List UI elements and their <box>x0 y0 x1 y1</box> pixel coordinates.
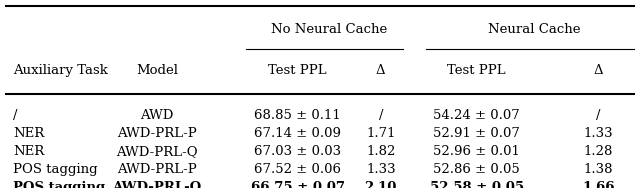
Text: 1.33: 1.33 <box>584 127 613 140</box>
Text: No Neural Cache: No Neural Cache <box>271 23 388 36</box>
Text: 1.66: 1.66 <box>582 180 614 188</box>
Text: POS tagging: POS tagging <box>13 180 105 188</box>
Text: 52.86 ± 0.05: 52.86 ± 0.05 <box>433 163 520 176</box>
Text: Test PPL: Test PPL <box>447 64 506 77</box>
Text: /: / <box>378 109 383 122</box>
Text: Auxiliary Task: Auxiliary Task <box>13 64 108 77</box>
Text: Δ: Δ <box>376 64 386 77</box>
Text: 52.91 ± 0.07: 52.91 ± 0.07 <box>433 127 520 140</box>
Text: 67.52 ± 0.06: 67.52 ± 0.06 <box>254 163 341 176</box>
Text: 1.82: 1.82 <box>366 145 396 158</box>
Text: AWD-PRL-P: AWD-PRL-P <box>117 127 196 140</box>
Text: NER: NER <box>13 127 44 140</box>
Text: Test PPL: Test PPL <box>268 64 327 77</box>
Text: 67.03 ± 0.03: 67.03 ± 0.03 <box>254 145 341 158</box>
Text: Δ: Δ <box>593 64 604 77</box>
Text: /: / <box>596 109 601 122</box>
Text: /: / <box>13 109 17 122</box>
Text: POS tagging: POS tagging <box>13 163 97 176</box>
Text: AWD: AWD <box>140 109 173 122</box>
Text: 52.58 ± 0.05: 52.58 ± 0.05 <box>429 180 524 188</box>
Text: Model: Model <box>136 64 178 77</box>
Text: 2.10: 2.10 <box>365 180 397 188</box>
Text: 54.24 ± 0.07: 54.24 ± 0.07 <box>433 109 520 122</box>
Text: 1.71: 1.71 <box>366 127 396 140</box>
Text: 1.28: 1.28 <box>584 145 613 158</box>
Text: NER: NER <box>13 145 44 158</box>
Text: 52.96 ± 0.01: 52.96 ± 0.01 <box>433 145 520 158</box>
Text: Neural Cache: Neural Cache <box>488 23 580 36</box>
Text: 1.38: 1.38 <box>584 163 613 176</box>
Text: AWD-PRL-P: AWD-PRL-P <box>117 163 196 176</box>
Text: AWD-PRL-Q: AWD-PRL-Q <box>116 145 198 158</box>
Text: 1.33: 1.33 <box>366 163 396 176</box>
Text: AWD-PRL-Q: AWD-PRL-Q <box>112 180 202 188</box>
Text: 68.85 ± 0.11: 68.85 ± 0.11 <box>254 109 341 122</box>
Text: 67.14 ± 0.09: 67.14 ± 0.09 <box>254 127 341 140</box>
Text: 66.75 ± 0.07: 66.75 ± 0.07 <box>251 180 344 188</box>
